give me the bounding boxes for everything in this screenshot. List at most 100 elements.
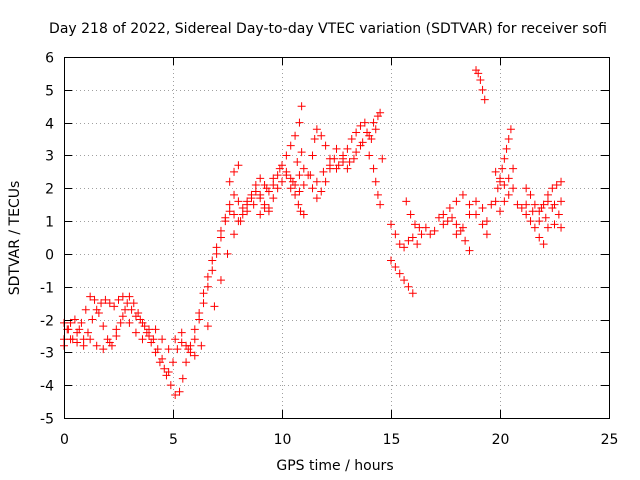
data-point <box>548 184 557 193</box>
data-point <box>387 256 395 265</box>
y-tick-label: -3 <box>40 346 54 362</box>
data-point <box>145 331 154 340</box>
data-point <box>184 345 193 354</box>
data-point <box>195 315 204 324</box>
data-point <box>151 348 160 357</box>
data-point <box>552 180 561 189</box>
data-point <box>530 223 539 232</box>
data-point <box>190 325 199 334</box>
data-point <box>550 220 559 229</box>
data-point <box>297 148 306 157</box>
data-point <box>491 197 500 206</box>
data-point <box>169 358 177 367</box>
y-tick-label: 4 <box>45 117 54 133</box>
data-point <box>365 151 374 160</box>
data-point <box>238 210 247 219</box>
data-point <box>299 210 308 219</box>
tick-labels: -5 -4 -3 -2 -1 0 1 2 3 4 5 6 0 5 10 15 20 25 <box>40 51 618 449</box>
data-point <box>278 177 286 186</box>
data-point <box>299 180 308 189</box>
data-point <box>400 276 409 285</box>
data-point <box>360 118 369 127</box>
data-point <box>509 184 518 193</box>
x-tick-label: 15 <box>383 432 401 448</box>
data-point <box>406 210 415 219</box>
data-point <box>496 174 504 183</box>
data-point <box>443 217 452 226</box>
data-point <box>138 318 147 327</box>
data-point <box>543 197 552 206</box>
data-point <box>221 217 230 226</box>
data-point <box>99 345 108 354</box>
data-point <box>166 381 175 390</box>
data-point <box>535 233 544 242</box>
data-point <box>243 207 252 216</box>
data-point <box>147 338 156 347</box>
data-point <box>230 190 239 199</box>
data-point <box>177 338 186 347</box>
data-point <box>356 141 365 150</box>
data-point <box>445 203 454 212</box>
data-point <box>410 220 419 229</box>
data-point <box>480 95 489 104</box>
data-point <box>378 154 387 163</box>
data-point <box>474 69 483 78</box>
data-point <box>352 128 361 137</box>
data-point <box>190 351 199 360</box>
data-point <box>476 75 485 84</box>
data-point <box>530 200 539 209</box>
data-point <box>452 197 461 206</box>
data-point <box>317 131 326 140</box>
y-tick-label: -1 <box>40 281 54 297</box>
data-point <box>458 190 467 199</box>
data-point <box>296 207 305 216</box>
x-tick-label: 0 <box>60 432 69 448</box>
data-point <box>230 230 239 239</box>
data-point <box>387 220 395 229</box>
data-point <box>413 240 422 249</box>
data-point <box>493 184 502 193</box>
data-point <box>404 282 413 291</box>
grid <box>64 57 609 418</box>
series-track-e <box>387 190 496 298</box>
data-point <box>97 299 106 308</box>
data-point <box>504 190 513 199</box>
data-point <box>478 203 487 212</box>
data-point <box>541 213 550 222</box>
data-point <box>321 141 330 150</box>
chart-title: Day 218 of 2022, Sidereal Day-to-day VTE… <box>49 21 607 37</box>
data-point <box>478 220 487 229</box>
data-point <box>312 194 321 203</box>
data-point <box>465 246 474 255</box>
data-point <box>522 184 531 193</box>
data-point <box>203 272 212 281</box>
series-track-f <box>472 66 489 104</box>
y-tick-label: -5 <box>40 412 54 428</box>
data-point <box>81 305 90 314</box>
data-point <box>465 210 474 219</box>
data-point <box>319 167 328 176</box>
data-point <box>208 256 217 265</box>
data-point <box>88 315 97 324</box>
data-point <box>203 322 212 331</box>
data-point <box>293 158 302 167</box>
data-point <box>400 243 409 252</box>
data-point <box>498 164 507 173</box>
data-point <box>286 141 295 150</box>
data-point <box>234 161 243 170</box>
data-point <box>500 154 509 163</box>
data-point <box>557 197 566 206</box>
data-point <box>264 207 273 216</box>
data-point <box>478 85 487 94</box>
data-point <box>509 164 518 173</box>
data-point <box>439 220 448 229</box>
data-point <box>482 230 491 239</box>
data-point <box>171 335 180 344</box>
data-point <box>64 325 73 334</box>
data-point <box>70 315 79 324</box>
data-point <box>269 174 278 183</box>
data-point <box>110 302 119 311</box>
data-point <box>105 299 114 308</box>
data-point <box>273 184 282 193</box>
data-point <box>496 207 504 216</box>
